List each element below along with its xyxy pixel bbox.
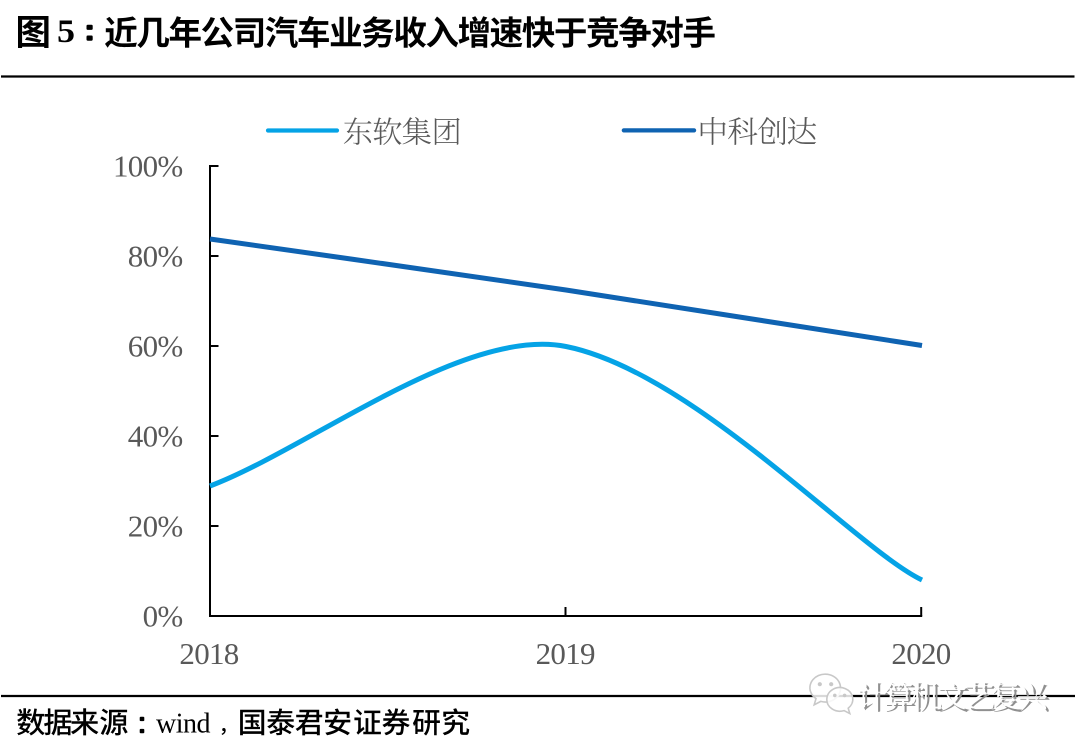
svg-text:60%: 60%	[128, 329, 183, 364]
svg-text:80%: 80%	[128, 239, 183, 274]
svg-text:2020: 2020	[891, 636, 950, 671]
svg-text:20%: 20%	[128, 509, 183, 544]
svg-text:wind: wind	[156, 708, 211, 739]
svg-text:40%: 40%	[128, 419, 183, 454]
svg-text:2018: 2018	[179, 636, 238, 671]
svg-text:100%: 100%	[113, 149, 183, 184]
svg-text:0%: 0%	[143, 599, 183, 634]
svg-text:2019: 2019	[536, 636, 595, 671]
svg-text:5: 5	[57, 14, 75, 50]
